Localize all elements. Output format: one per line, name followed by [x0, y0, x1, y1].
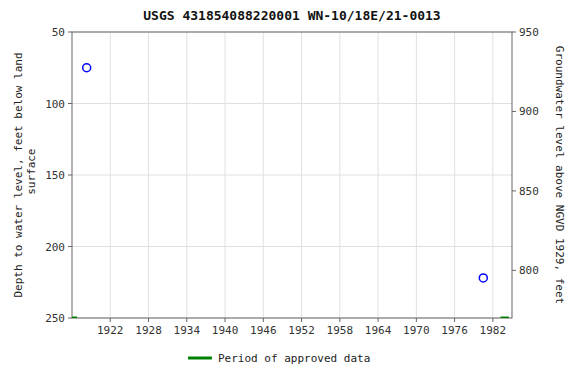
y-axis-label-line: Depth to water level, feet below land	[12, 52, 25, 297]
x-tick	[416, 318, 417, 322]
y2-tick	[512, 32, 516, 33]
y-tick-label: 250	[45, 312, 65, 325]
grid-line	[72, 175, 512, 176]
grid-line	[72, 246, 512, 247]
x-tick-label: 1958	[327, 324, 354, 337]
x-tick-label: 1946	[250, 324, 277, 337]
y-tick-label: 50	[52, 26, 65, 39]
y-tick	[68, 246, 72, 247]
y2-axis-label: Groundwater level above NGVD 1929, feet	[553, 46, 566, 304]
background	[0, 0, 576, 384]
y-axis-label-line: surface	[25, 149, 38, 202]
y2-tick-label: 900	[519, 105, 539, 118]
y2-tick-label: 800	[519, 264, 539, 277]
x-tick	[378, 318, 379, 322]
y2-tick	[512, 190, 516, 191]
title: USGS 431854088220001 WN-10/18E/21-0013	[143, 8, 440, 23]
legend-label: Period of approved data	[218, 352, 370, 365]
x-tick	[186, 318, 187, 322]
y-tick-label: 100	[45, 98, 65, 111]
y-tick	[68, 103, 72, 104]
y2-tick	[512, 270, 516, 271]
grid	[72, 32, 512, 318]
legend-swatch	[188, 357, 212, 360]
line	[72, 317, 509, 319]
y2-tick-label: 950	[519, 26, 539, 39]
plot-area	[72, 64, 509, 318]
x-tick-label: 1928	[135, 324, 162, 337]
x-tick	[301, 318, 302, 322]
grid-line	[72, 103, 512, 104]
x-tick-label: 1976	[441, 324, 468, 337]
x-tick-label: 1982	[480, 324, 507, 337]
plot-frame	[72, 32, 512, 318]
point	[479, 274, 487, 282]
y2-tick-label: 850	[519, 185, 539, 198]
legend: Period of approved data	[188, 352, 370, 365]
y2-tick	[512, 111, 516, 112]
y-axis-label: Depth to water level, feet below land su…	[12, 52, 38, 297]
y-tick	[68, 32, 72, 33]
x-tick	[263, 318, 264, 322]
x-tick-label: 1964	[365, 324, 392, 337]
x-tick	[148, 318, 149, 322]
chart: 1922 1928 1934 1940 1946 1952 1958 1964 1970 1976…	[0, 0, 576, 384]
y-tick	[68, 175, 72, 176]
x-tick-label: 1922	[97, 324, 124, 337]
point	[83, 64, 91, 72]
y-tick	[68, 318, 72, 319]
x-tick-label: 1940	[212, 324, 239, 337]
x-tick-label: 1934	[174, 324, 201, 337]
y-tick-label: 150	[45, 169, 65, 182]
y-tick-label: 200	[45, 241, 65, 254]
x-tick	[339, 318, 340, 322]
x-tick-label: 1952	[288, 324, 315, 337]
x-tick-label: 1970	[403, 324, 430, 337]
x-tick	[492, 318, 493, 322]
x-tick	[110, 318, 111, 322]
x-tick	[454, 318, 455, 322]
x-tick	[225, 318, 226, 322]
axes: 1922 1928 1934 1940 1946 1952 1958 1964 1970 1976…	[45, 26, 539, 337]
